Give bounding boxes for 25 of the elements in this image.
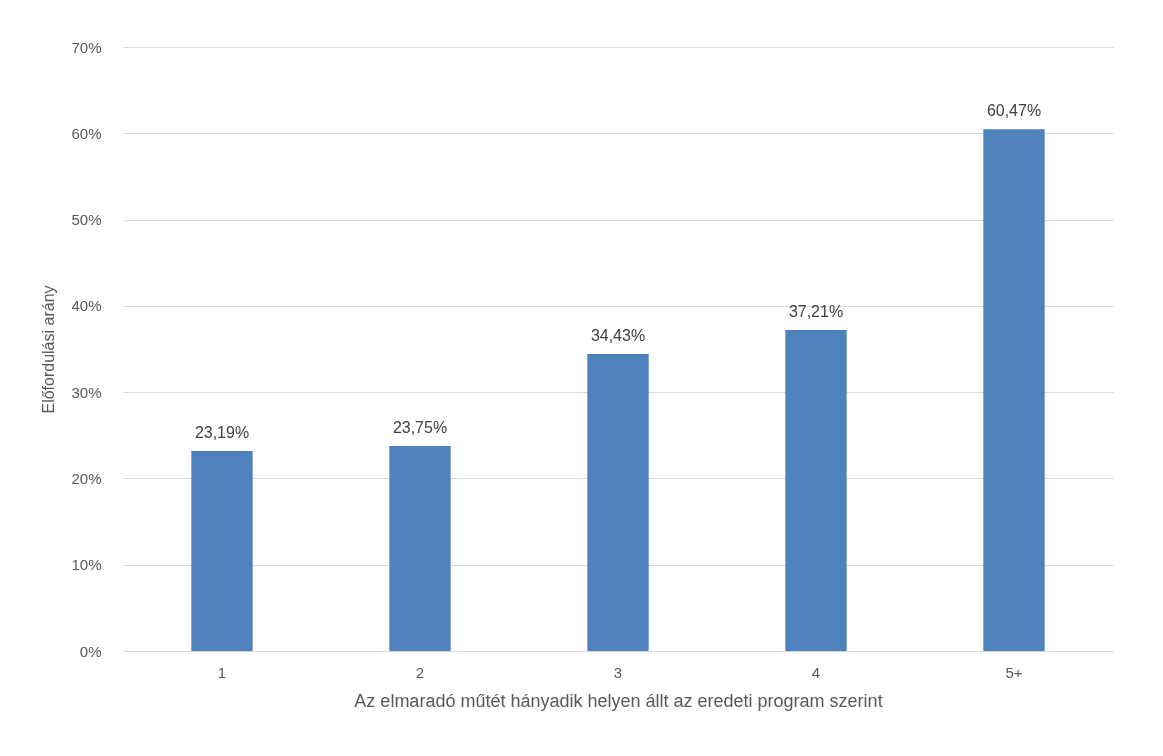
x-axis-title: Az elmaradó műtét hányadik helyen állt az eredeti program szerint <box>354 690 883 711</box>
x-tick-label: 4 <box>811 663 821 681</box>
bar <box>389 446 451 651</box>
y-tick-label: 10% <box>71 556 102 574</box>
x-tick-label: 1 <box>217 663 227 681</box>
data-label: 23,75% <box>392 419 448 437</box>
y-tick-label: 50% <box>71 211 102 229</box>
y-tick-label: 40% <box>71 297 102 315</box>
bar <box>191 450 253 651</box>
y-tick-label: 60% <box>71 124 102 142</box>
bar <box>983 129 1045 651</box>
x-tick-label: 2 <box>415 663 425 681</box>
data-label: 23,19% <box>194 423 250 441</box>
data-label: 60,47% <box>986 102 1042 120</box>
x-tick-label: 3 <box>613 663 623 681</box>
y-axis-title: Előfordulási arány <box>40 285 58 414</box>
data-label: 37,21% <box>788 302 844 320</box>
y-tick-label: 20% <box>71 469 102 487</box>
data-label: 34,43% <box>590 326 646 344</box>
y-tick-label: 70% <box>71 38 102 56</box>
y-tick-label: 0% <box>79 642 102 660</box>
y-tick-label: 30% <box>71 383 102 401</box>
x-tick-label: 5+ <box>1005 663 1023 681</box>
bar <box>587 353 649 651</box>
bar <box>785 329 847 651</box>
